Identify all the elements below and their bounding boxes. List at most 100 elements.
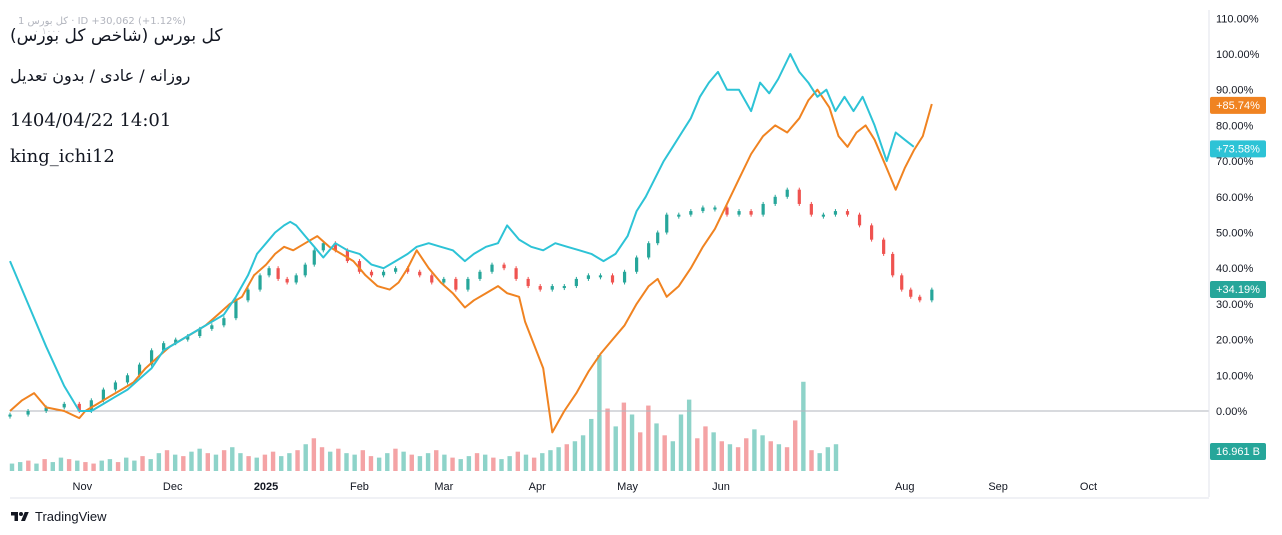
volume-bar	[132, 460, 137, 471]
x-tick-label: Nov	[73, 481, 93, 493]
volume-bar	[548, 450, 553, 471]
volume-bar	[115, 462, 121, 471]
volume-bar	[352, 454, 357, 471]
volume-bar	[385, 453, 390, 471]
volume-bar	[401, 451, 406, 471]
chart-author: king_ichi12	[10, 146, 115, 167]
candle-body	[381, 271, 386, 276]
volume-bar	[295, 450, 300, 471]
volume-bar	[425, 453, 431, 471]
candle-body	[857, 214, 862, 226]
volume-bar	[189, 451, 194, 471]
volume-bar	[572, 441, 578, 471]
candle-body	[267, 268, 271, 276]
orange-series-line	[9, 88, 933, 434]
tradingview-logo-icon	[11, 511, 29, 521]
volume-bar	[344, 453, 349, 471]
volume-bar	[458, 459, 463, 471]
volume-bar	[26, 460, 31, 471]
candle-body	[656, 232, 660, 244]
volume-bar	[531, 457, 537, 471]
volume-bar	[703, 426, 708, 471]
candle-body	[677, 214, 681, 217]
candle-body	[562, 286, 566, 289]
candle-body	[357, 261, 362, 272]
candle-body	[502, 264, 506, 269]
x-tick-label: Sep	[988, 481, 1008, 493]
candle-body	[665, 214, 669, 233]
candle-body	[8, 414, 12, 417]
volume-bar	[711, 432, 716, 471]
candle-body	[737, 211, 741, 215]
candle-body	[418, 271, 422, 276]
candle-body	[62, 403, 66, 408]
volume-bar	[474, 453, 480, 471]
volume-bar	[83, 462, 88, 471]
volume-bar	[646, 405, 651, 471]
x-tick-label: May	[617, 481, 638, 493]
candle-body	[394, 268, 398, 272]
volume-bar	[499, 459, 504, 471]
y-tick-label: 70.00%	[1216, 156, 1254, 168]
y-axis: 110.00% 100.00% 90.00% 80.00% 70.00% 60.00% 50…	[1216, 13, 1260, 453]
y-tick-label: 40.00%	[1216, 263, 1254, 275]
volume-bar	[91, 463, 96, 471]
candle-body	[869, 225, 874, 240]
candle-body	[526, 278, 530, 287]
volume-bar	[99, 460, 104, 471]
candle-body	[797, 189, 801, 204]
candle-body	[454, 278, 458, 290]
candle-body	[918, 296, 922, 301]
cyan-series-line	[9, 53, 915, 412]
volume-bar	[589, 418, 594, 471]
volume-bar	[662, 435, 667, 471]
volume-bar	[580, 435, 586, 471]
volume-bar	[491, 457, 496, 471]
orange-last-value-badge: +85.74%	[1216, 100, 1260, 112]
candle-body	[900, 275, 904, 290]
candle-body	[234, 300, 238, 319]
volume-bar	[719, 441, 724, 471]
tradingview-label: TradingView	[35, 509, 107, 524]
volume-bar	[695, 438, 700, 471]
candle-body	[845, 211, 850, 215]
tradingview-branding[interactable]: TradingView	[10, 509, 107, 524]
cyan-last-value-badge-bg	[1210, 140, 1266, 158]
volume-bar	[637, 432, 643, 471]
volume-bar	[66, 459, 72, 471]
faint-legend: کل بورس 1 · ID +30,062 (+1.12%)	[18, 16, 186, 27]
candle-body	[303, 264, 307, 276]
candle-body	[77, 403, 81, 411]
candle-body	[26, 411, 30, 415]
x-tick-label: 2025	[254, 481, 278, 493]
volume-bar	[670, 441, 676, 471]
volume-bar	[254, 457, 259, 471]
candle-body	[635, 257, 639, 272]
volume-bar	[564, 444, 569, 471]
price-badges: +85.74% +73.58% +34.19% 16.961 B	[1210, 96, 1266, 460]
volume-bar	[833, 444, 839, 471]
volume-bar	[629, 414, 635, 471]
candle-body	[809, 203, 813, 215]
candle-body	[713, 207, 717, 210]
candle-body	[882, 239, 886, 254]
volume-bar	[181, 456, 186, 471]
volume-bar	[466, 456, 472, 471]
volume-bar	[156, 453, 162, 471]
volume-bar	[287, 453, 292, 471]
cyan-last-value-badge: +73.58%	[1216, 143, 1260, 155]
y-tick-label: 50.00%	[1216, 228, 1254, 240]
candle-body	[101, 389, 105, 401]
x-axis: Nov Dec 2025 Feb Mar Apr May Jun Aug Sep Oct	[73, 481, 1098, 493]
candle-last-value-badge: +34.19%	[1216, 284, 1260, 296]
volume-bar	[148, 459, 153, 471]
y-tick-label: 0.00%	[1216, 406, 1247, 418]
y-tick-label: 80.00%	[1216, 120, 1254, 132]
volume-bar	[654, 423, 659, 471]
candle-body	[210, 325, 214, 329]
volume-bar	[776, 444, 782, 471]
volume-bar	[230, 447, 235, 471]
candle-body	[430, 275, 434, 283]
candle-body	[550, 286, 554, 290]
volume-bar	[450, 457, 455, 471]
